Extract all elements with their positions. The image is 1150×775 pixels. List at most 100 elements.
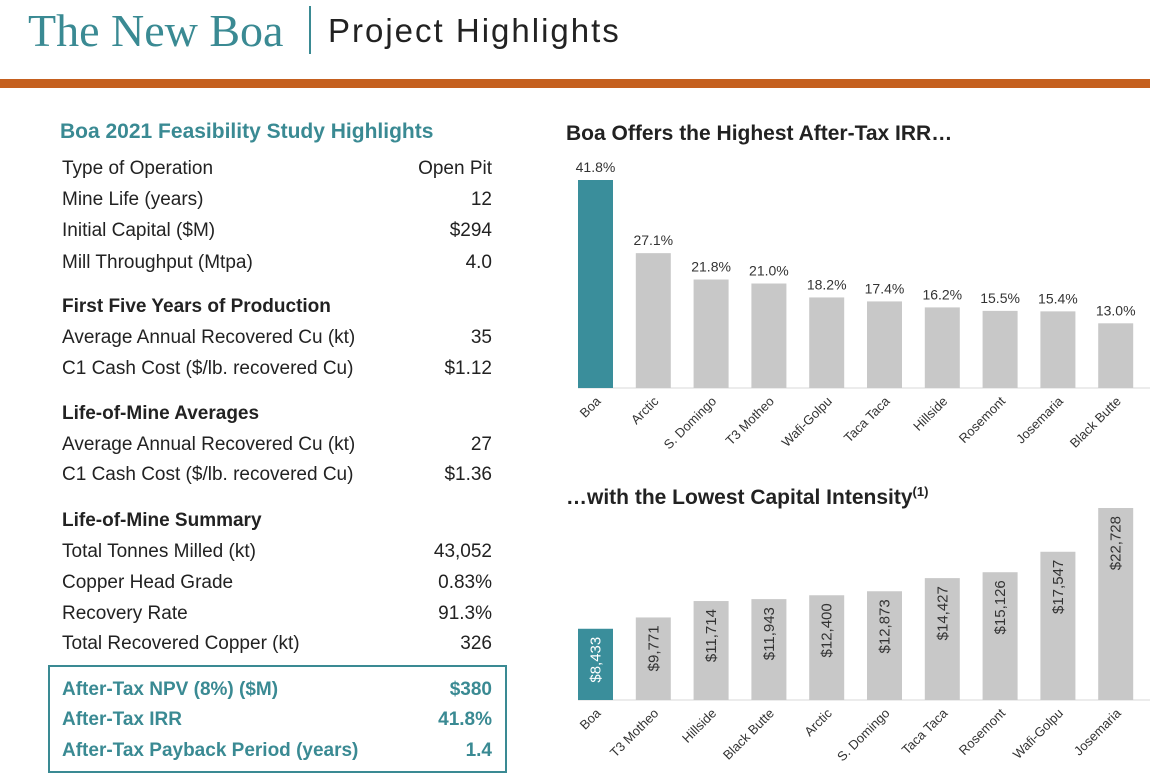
highlight-row: Initial Capital ($M) $294	[62, 220, 492, 248]
category-label: Arctic	[628, 393, 662, 427]
highlight-row: Copper Head Grade 0.83%	[62, 572, 492, 600]
page-header: The New Boa Project Highlights	[0, 0, 1150, 80]
row-value: $1.36	[444, 464, 492, 485]
irr-chart-title: Boa Offers the Highest After-Tax IRR…	[566, 120, 952, 146]
key-metric-label: After-Tax IRR	[62, 709, 182, 730]
bar	[1098, 323, 1134, 388]
bar	[693, 279, 729, 388]
bar	[1098, 508, 1134, 700]
bar	[867, 301, 902, 388]
data-label: 27.1%	[633, 232, 673, 248]
bar	[751, 599, 787, 700]
row-value: Open Pit	[418, 158, 492, 179]
category-label: Wafi-Golpu	[1010, 706, 1066, 762]
data-label: 41.8%	[576, 159, 616, 175]
key-metric-value: $380	[449, 679, 492, 700]
bar	[924, 578, 960, 700]
highlights-title: Boa 2021 Feasibility Study Highlights	[60, 120, 434, 143]
key-metric-row: After-Tax IRR 41.8%	[62, 709, 492, 737]
highlight-row: Total Tonnes Milled (kt) 43,052	[62, 541, 492, 569]
key-metric-value: 41.8%	[438, 709, 492, 730]
brand-title: The New Boa	[28, 5, 284, 56]
data-label: $8,433	[588, 637, 605, 683]
row-value: $294	[449, 220, 492, 241]
category-label: Hillside	[679, 706, 719, 746]
category-label: T3 Motheo	[722, 394, 777, 449]
row-value: 326	[460, 633, 492, 654]
row-label: Average Annual Recovered Cu (kt)	[62, 327, 356, 348]
category-label: Josemaria	[1013, 393, 1067, 447]
row-value: $1.12	[444, 358, 492, 379]
key-metrics-box	[48, 665, 507, 773]
data-label: $12,873	[877, 599, 894, 653]
category-label: Rosemont	[956, 705, 1009, 758]
capital-chart-title: …with the Lowest Capital Intensity(1)	[566, 484, 928, 510]
row-label: Copper Head Grade	[62, 572, 234, 593]
data-label: $11,714	[703, 609, 720, 662]
row-value: 4.0	[465, 252, 492, 273]
section-heading-first-five: First Five Years of Production	[62, 296, 331, 317]
bar	[751, 283, 787, 388]
section-heading-lom-summary: Life-of-Mine Summary	[62, 510, 262, 531]
category-label: Black Butte	[720, 706, 777, 763]
key-metric-row: After-Tax NPV (8%) ($M) $380	[62, 679, 492, 707]
bar	[982, 310, 1018, 388]
key-metric-label: After-Tax NPV (8%) ($M)	[62, 679, 279, 700]
bar	[578, 180, 613, 388]
category-label: S. Domingo	[834, 706, 893, 765]
category-label: S. Domingo	[661, 394, 720, 453]
bar	[809, 595, 845, 700]
highlight-row: Average Annual Recovered Cu (kt) 35	[62, 327, 492, 355]
row-value: 35	[470, 327, 492, 348]
category-label: Hillside	[910, 394, 950, 434]
row-value: 27	[470, 434, 492, 455]
highlight-row: C1 Cash Cost ($/lb. recovered Cu) $1.36	[62, 464, 492, 492]
bar	[867, 591, 902, 700]
bar	[635, 617, 671, 700]
row-label: Mill Throughput (Mtpa)	[62, 252, 253, 273]
section-heading-lom-averages: Life-of-Mine Averages	[62, 403, 260, 424]
data-label: 16.2%	[922, 286, 962, 302]
capital-chart-title-text: …with the Lowest Capital Intensity	[566, 486, 913, 509]
row-label: C1 Cash Cost ($/lb. recovered Cu)	[62, 464, 354, 485]
bar	[635, 253, 671, 388]
data-label: $9,771	[645, 625, 662, 671]
bar	[1040, 311, 1076, 388]
capital-intensity-bar-chart: $8,433 Boa $9,771 T3 Motheo $11,714 Hillside $…	[577, 508, 1150, 765]
row-label: Initial Capital ($M)	[62, 220, 216, 241]
bar	[693, 601, 729, 700]
header-divider	[309, 6, 311, 54]
key-metric-value: 1.4	[465, 740, 492, 761]
highlight-row: Mill Throughput (Mtpa) 4.0	[62, 252, 492, 280]
header-rule	[0, 79, 1150, 88]
key-metric-label: After-Tax Payback Period (years)	[62, 740, 359, 761]
data-label: 18.2%	[807, 276, 847, 292]
data-label: $12,400	[819, 603, 836, 657]
data-label: $15,126	[992, 580, 1009, 634]
row-value: 0.83%	[438, 572, 492, 593]
highlight-row: Recovery Rate 91.3%	[62, 603, 492, 631]
category-label: Wafi-Golpu	[779, 394, 835, 450]
data-label: 15.4%	[1038, 290, 1078, 306]
bar	[578, 628, 613, 700]
bar	[924, 307, 960, 388]
data-label: 21.8%	[691, 259, 731, 275]
data-label: $17,547	[1050, 560, 1067, 614]
row-label: Average Annual Recovered Cu (kt)	[62, 434, 356, 455]
category-label: Rosemont	[956, 393, 1009, 446]
row-label: Type of Operation	[62, 158, 214, 179]
row-value: 43,052	[433, 541, 492, 562]
row-label: Total Recovered Copper (kt)	[62, 633, 300, 654]
highlight-row: Mine Life (years) 12	[62, 189, 492, 217]
category-label: Arctic	[801, 705, 835, 739]
data-label: 15.5%	[980, 290, 1020, 306]
bar	[809, 297, 845, 388]
bar	[982, 572, 1018, 700]
capital-chart-title-sup: (1)	[912, 484, 929, 499]
highlight-row: Total Recovered Copper (kt) 326	[62, 633, 492, 661]
category-label: T3 Motheo	[607, 706, 662, 761]
highlight-row: Average Annual Recovered Cu (kt) 27	[62, 434, 492, 462]
category-label: Boa	[577, 705, 605, 733]
key-metric-row: After-Tax Payback Period (years) 1.4	[62, 740, 492, 768]
data-label: 21.0%	[749, 263, 789, 279]
